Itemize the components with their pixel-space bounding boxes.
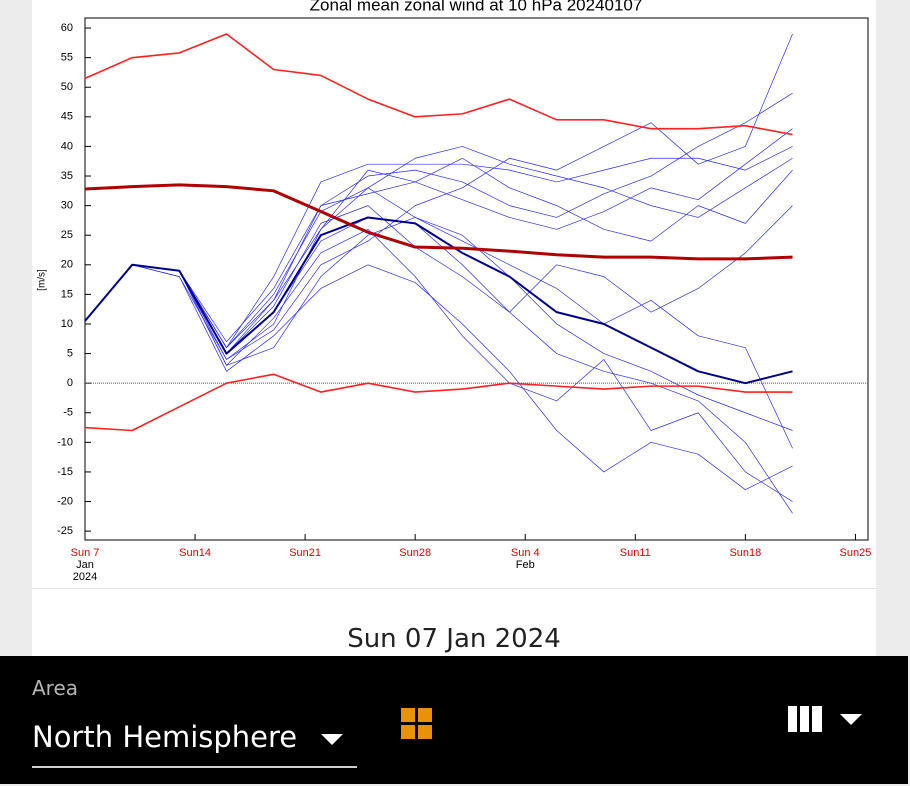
y-tick-label: 40 [61, 140, 73, 152]
series-line [84, 128, 793, 343]
series-line [84, 183, 793, 261]
x-month-label: Feb [516, 559, 535, 571]
columns-caret[interactable] [840, 714, 862, 726]
x-tick-label: Sun25 [840, 547, 872, 559]
y-tick-label: -25 [57, 525, 73, 537]
y-tick-label: 45 [61, 111, 73, 123]
area-label: Area [32, 676, 79, 700]
chart-card [32, 0, 876, 656]
series-line [84, 373, 793, 432]
y-tick-label: 5 [67, 347, 73, 359]
toolbar: Area North Hemisphere [0, 656, 908, 784]
series-line [84, 187, 793, 449]
date-label: Sun 07 Jan 2024 [347, 624, 561, 654]
y-tick-label: 0 [67, 377, 73, 389]
y-axis-label: [m/s] [37, 269, 48, 291]
y-tick-label: 60 [61, 22, 73, 34]
divider [32, 588, 876, 589]
y-tick-label: 50 [61, 81, 73, 93]
series-line [84, 216, 793, 385]
y-tick-label: -20 [57, 495, 73, 507]
series-line [84, 146, 793, 360]
x-tick-label: Sun18 [729, 547, 761, 559]
x-tick-label: Sun11 [620, 547, 651, 559]
series-line [84, 92, 793, 354]
y-tick-label: 10 [61, 318, 73, 330]
x-tick-label: Sun28 [399, 547, 431, 559]
x-year-label: 2024 [73, 571, 97, 583]
chart: Zonal mean zonal wind at 10 hPa 20240107… [37, 0, 872, 583]
y-tick-label: 35 [61, 170, 73, 182]
series-line [84, 33, 793, 136]
x-tick-label: Sun21 [289, 547, 321, 559]
y-tick-label: -10 [57, 436, 73, 448]
series-line [84, 33, 793, 360]
grid-view-button[interactable] [401, 708, 433, 740]
x-tick-label: Sun 7 [71, 547, 100, 559]
chart-title: Zonal mean zonal wind at 10 hPa 20240107 [310, 0, 643, 14]
y-tick-label: -5 [63, 407, 73, 419]
plot-frame [84, 17, 869, 541]
area-value: North Hemisphere [32, 720, 298, 754]
x-month-label: Jan [76, 559, 94, 571]
y-tick-label: 30 [61, 200, 73, 212]
x-tick-label: Sun14 [179, 547, 211, 559]
y-tick-label: 25 [61, 229, 73, 241]
y-tick-label: 55 [61, 52, 73, 64]
y-tick-label: -15 [57, 466, 73, 478]
series-line [84, 217, 793, 431]
series-line [84, 228, 793, 502]
area-dropdown[interactable]: North Hemisphere [32, 718, 357, 768]
y-tick-label: 15 [61, 288, 73, 300]
series-line [84, 264, 793, 491]
columns-button[interactable] [788, 706, 824, 732]
dropdown-caret [321, 734, 343, 745]
series-line [84, 205, 793, 354]
series-line [84, 157, 793, 349]
x-tick-label: Sun 4 [511, 547, 540, 559]
y-tick-label: 20 [61, 259, 73, 271]
